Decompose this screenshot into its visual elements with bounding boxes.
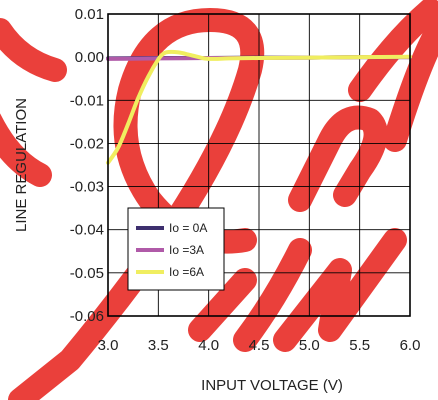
watermark-stroke [288,0,438,212]
x-tick-label: 3.0 [98,337,119,354]
plot-frame [107,13,411,317]
y-tick-label: -0.05 [70,265,104,282]
y-tick-label: -0.02 [70,135,104,152]
series-lines [106,49,412,165]
legend-label: Io = 0A [169,221,207,235]
x-tick-label: 5.0 [299,337,320,354]
legend-label: Io =3A [169,243,204,257]
y-tick-labels: 0.01 0.00 -0.01 -0.02 -0.03 -0.04 -0.05 -0.06 [70,6,104,325]
x-tick-label: 3.5 [148,337,169,354]
y-axis-title: LINE REGULATION [13,98,30,232]
y-tick-label: -0.04 [70,222,104,239]
y-tick-label: -0.01 [70,92,104,109]
x-tick-label: 4.5 [249,337,270,354]
legend: Io = 0A Io =3A Io =6A [127,207,225,291]
watermark-stroke [188,228,407,352]
y-tick-label: -0.06 [70,308,104,325]
y-tick-label: 0.00 [75,49,104,66]
legend-label: Io =6A [169,265,204,279]
x-axis-title: INPUT VOLTAGE (V) [201,377,343,394]
series-line-2 [106,49,412,165]
watermark-stroke [0,18,67,187]
x-tick-label: 5.5 [349,337,370,354]
x-tick-label: 6.0 [400,337,421,354]
y-tick-label: -0.03 [70,179,104,196]
x-tick-labels: 3.0 3.5 4.0 4.5 5.0 5.5 6.0 [98,337,421,354]
y-tick-label: 0.01 [75,6,104,23]
x-tick-label: 4.0 [198,337,219,354]
